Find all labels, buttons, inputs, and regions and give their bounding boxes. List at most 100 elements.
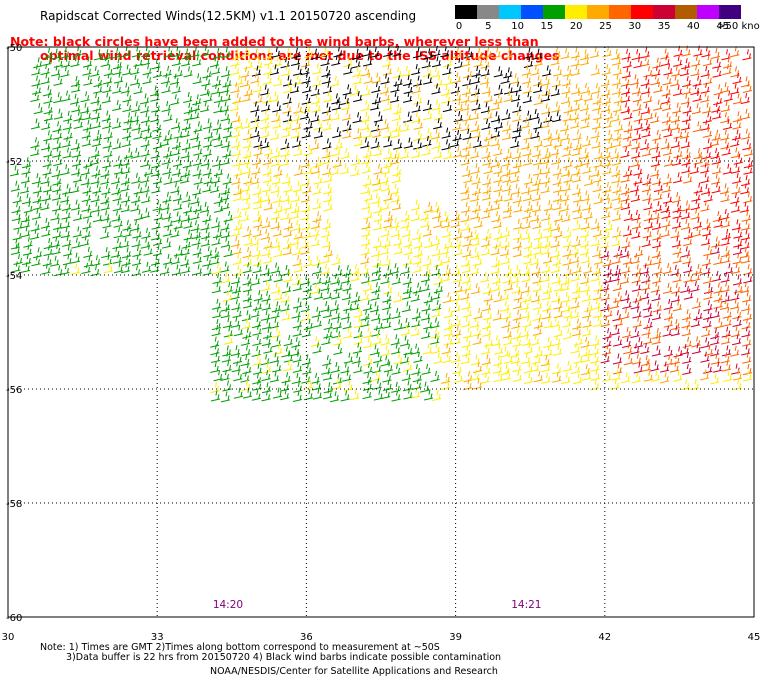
wind-barb bbox=[163, 129, 173, 141]
wind-barb bbox=[322, 110, 332, 122]
wind-barb bbox=[293, 381, 303, 393]
wind-barb bbox=[70, 182, 80, 194]
wind-barb bbox=[730, 46, 740, 58]
wind-barb bbox=[379, 119, 390, 131]
wind-barb bbox=[192, 201, 203, 213]
wind-barb bbox=[352, 112, 362, 124]
wind-barb bbox=[473, 308, 483, 320]
wind-barb bbox=[560, 129, 570, 141]
wind-barb bbox=[610, 270, 620, 282]
wind-barb bbox=[710, 47, 721, 59]
wind-barb bbox=[693, 309, 703, 321]
wind-barb bbox=[440, 378, 450, 390]
wind-barb bbox=[492, 237, 502, 249]
wind-barb bbox=[71, 101, 81, 113]
wind-barb bbox=[52, 128, 63, 140]
wind-barb bbox=[241, 310, 252, 322]
wind-barb bbox=[42, 156, 52, 168]
wind-barb bbox=[252, 226, 262, 238]
wind-barb bbox=[280, 191, 290, 203]
wind-barb bbox=[492, 217, 502, 229]
wind-barb bbox=[671, 282, 681, 294]
wind-barb bbox=[510, 73, 520, 85]
wind-barb bbox=[311, 218, 321, 230]
wind-barb bbox=[423, 318, 433, 330]
wind-barb bbox=[512, 229, 523, 241]
wind-barb bbox=[40, 217, 51, 229]
wind-barb bbox=[389, 183, 400, 195]
wind-barb bbox=[500, 245, 510, 257]
wind-barb bbox=[190, 46, 200, 58]
wind-barb bbox=[220, 227, 231, 239]
wind-barb bbox=[722, 315, 732, 327]
wind-barb bbox=[533, 94, 543, 106]
wind-barb bbox=[410, 325, 420, 337]
wind-barb bbox=[241, 318, 251, 330]
wind-barb bbox=[269, 352, 280, 364]
wind-barb bbox=[460, 353, 471, 365]
wind-barb bbox=[672, 252, 682, 264]
wind-barb bbox=[30, 118, 41, 130]
wind-barb bbox=[143, 164, 154, 176]
wind-barb bbox=[431, 207, 442, 219]
note-line-1: Note: black circles have been added to t… bbox=[10, 34, 539, 49]
wind-barb bbox=[572, 373, 583, 385]
wind-barb bbox=[93, 49, 103, 61]
wind-barb bbox=[310, 85, 320, 97]
wind-barb bbox=[362, 55, 373, 67]
wind-barb bbox=[692, 263, 703, 275]
wind-barb bbox=[573, 208, 583, 220]
wind-barb bbox=[363, 208, 373, 220]
wind-barb bbox=[580, 236, 590, 248]
wind-barb bbox=[310, 372, 320, 384]
wind-barb bbox=[273, 343, 283, 355]
wind-barb bbox=[570, 47, 580, 59]
wind-barb bbox=[662, 144, 673, 156]
wind-barb bbox=[732, 379, 742, 391]
wind-barb bbox=[533, 136, 543, 148]
wind-barb bbox=[633, 362, 643, 374]
wind-barb bbox=[662, 282, 673, 294]
wind-barb bbox=[382, 299, 392, 311]
wind-barb bbox=[32, 182, 43, 194]
wind-barb bbox=[580, 148, 590, 160]
wind-barb bbox=[123, 147, 133, 159]
wind-barb bbox=[233, 325, 243, 337]
wind-barb bbox=[730, 298, 740, 310]
wind-barb bbox=[340, 148, 350, 160]
wind-barb bbox=[369, 344, 380, 356]
wind-barb bbox=[30, 90, 40, 102]
wind-barb bbox=[560, 190, 570, 202]
wind-barb bbox=[393, 138, 403, 150]
wind-barbs-layer bbox=[9, 45, 754, 403]
wind-barb bbox=[602, 328, 612, 340]
wind-barb bbox=[460, 288, 470, 300]
wind-barb bbox=[669, 75, 680, 87]
wind-barb bbox=[392, 291, 403, 303]
wind-barb bbox=[610, 324, 620, 336]
wind-barb bbox=[240, 66, 250, 78]
wind-barb bbox=[473, 56, 483, 68]
wind-barb bbox=[133, 83, 143, 95]
wind-barb bbox=[623, 343, 633, 355]
wind-barb bbox=[711, 101, 721, 113]
wind-barb bbox=[102, 73, 113, 85]
wind-barb bbox=[452, 146, 462, 158]
wind-barb bbox=[493, 355, 503, 367]
wind-barb bbox=[570, 109, 580, 121]
wind-barb bbox=[590, 64, 601, 76]
wind-barb bbox=[181, 191, 191, 203]
wind-barb bbox=[290, 127, 301, 139]
wind-barb bbox=[642, 299, 653, 311]
wind-barb bbox=[152, 66, 163, 78]
wind-barb bbox=[649, 360, 660, 372]
wind-barb bbox=[640, 103, 650, 115]
wind-barb bbox=[32, 83, 42, 95]
wind-barb bbox=[352, 342, 362, 354]
wind-barb bbox=[700, 82, 710, 94]
wind-barb bbox=[659, 361, 670, 373]
wind-barb bbox=[700, 351, 710, 363]
wind-barb bbox=[540, 75, 551, 87]
wind-barb bbox=[460, 220, 470, 232]
wind-barb bbox=[241, 345, 251, 357]
